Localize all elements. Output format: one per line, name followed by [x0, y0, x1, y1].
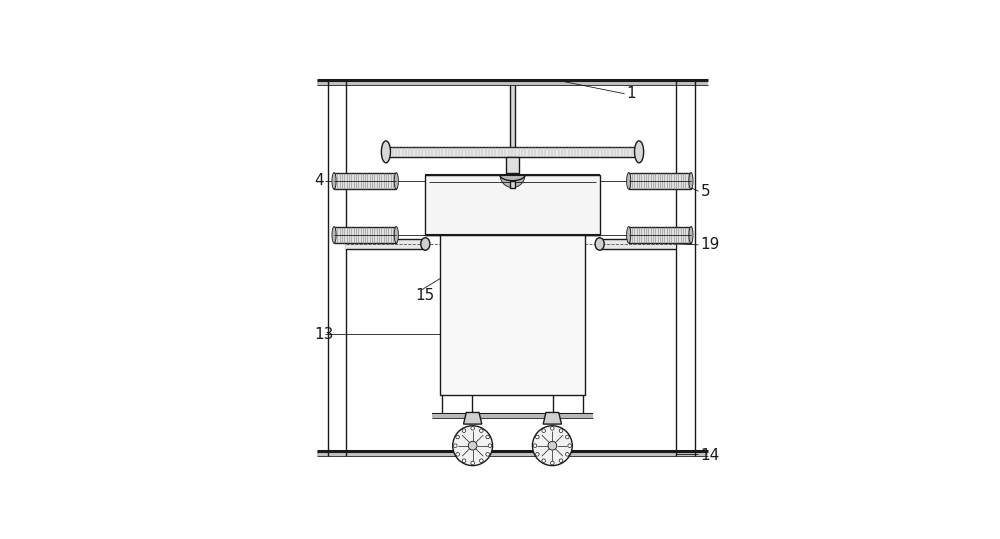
- Ellipse shape: [689, 226, 693, 243]
- Circle shape: [456, 435, 459, 439]
- Circle shape: [468, 441, 477, 450]
- Circle shape: [486, 453, 489, 456]
- Circle shape: [568, 444, 571, 447]
- Circle shape: [471, 461, 474, 465]
- Bar: [317, 80, 708, 85]
- Circle shape: [462, 459, 466, 462]
- Ellipse shape: [635, 141, 644, 163]
- Ellipse shape: [627, 226, 631, 243]
- Circle shape: [533, 444, 537, 447]
- Circle shape: [488, 444, 492, 447]
- Ellipse shape: [332, 226, 336, 243]
- Circle shape: [548, 441, 557, 450]
- Ellipse shape: [627, 172, 631, 189]
- Text: 15: 15: [415, 287, 434, 302]
- Ellipse shape: [394, 172, 398, 189]
- Text: 5: 5: [701, 184, 710, 199]
- Text: 14: 14: [701, 448, 720, 463]
- Bar: [440, 235, 585, 395]
- Text: 13: 13: [314, 327, 333, 342]
- Bar: [600, 239, 676, 250]
- Bar: [506, 157, 519, 172]
- Circle shape: [551, 461, 554, 465]
- Circle shape: [551, 426, 554, 430]
- Ellipse shape: [394, 226, 398, 243]
- Polygon shape: [543, 412, 561, 424]
- Ellipse shape: [421, 238, 430, 250]
- Polygon shape: [464, 412, 482, 424]
- Circle shape: [536, 435, 539, 439]
- Circle shape: [566, 435, 569, 439]
- Bar: [510, 181, 515, 188]
- Circle shape: [456, 453, 459, 456]
- Circle shape: [454, 444, 457, 447]
- Ellipse shape: [689, 172, 693, 189]
- Circle shape: [480, 429, 483, 432]
- Bar: [432, 414, 593, 418]
- Bar: [629, 172, 691, 189]
- Bar: [317, 452, 708, 455]
- Text: 1: 1: [627, 86, 636, 101]
- Text: 19: 19: [701, 237, 720, 252]
- Bar: [386, 147, 639, 157]
- Bar: [510, 85, 515, 147]
- Circle shape: [471, 426, 474, 430]
- Ellipse shape: [332, 172, 336, 189]
- Circle shape: [462, 429, 466, 432]
- Ellipse shape: [381, 141, 390, 163]
- Circle shape: [486, 435, 489, 439]
- Bar: [629, 226, 691, 243]
- Text: 4: 4: [314, 174, 324, 189]
- Circle shape: [453, 426, 493, 466]
- Circle shape: [559, 459, 563, 462]
- Circle shape: [542, 459, 545, 462]
- Circle shape: [559, 429, 563, 432]
- Wedge shape: [500, 175, 525, 188]
- Circle shape: [480, 459, 483, 462]
- Circle shape: [536, 453, 539, 456]
- Circle shape: [532, 426, 572, 466]
- Circle shape: [566, 453, 569, 456]
- Bar: [425, 175, 600, 235]
- Bar: [334, 172, 396, 189]
- Bar: [346, 239, 425, 250]
- Ellipse shape: [595, 238, 604, 250]
- Circle shape: [542, 429, 545, 432]
- Bar: [334, 226, 396, 243]
